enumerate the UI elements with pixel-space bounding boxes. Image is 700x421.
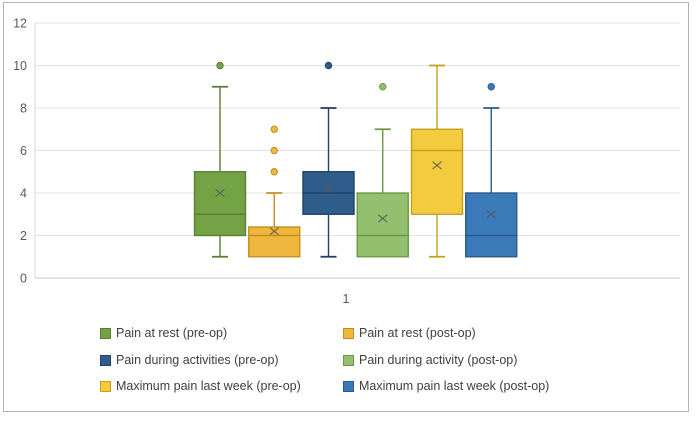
box-series-4[interactable] [356,83,409,258]
legend-label: Pain at rest (pre-op) [116,326,228,340]
mean-marker [215,188,225,198]
legend-swatch-icon [100,354,111,366]
legend-label: Pain at rest (post-op) [359,326,476,340]
gridlines [35,22,680,279]
outlier-point[interactable] [270,168,278,176]
outlier-point[interactable] [216,61,224,70]
legend-swatch-icon [100,380,111,392]
mean-marker [323,184,334,194]
y-tick-label: 12 [13,17,27,31]
y-tick-label: 10 [13,59,27,73]
outlier-point[interactable] [487,83,495,91]
legend-item[interactable]: Pain during activity (post-op) [343,353,517,367]
box-rect[interactable] [465,192,518,258]
box-series-2[interactable] [248,125,301,258]
legend-swatch-icon [343,380,354,392]
box-rect[interactable] [356,192,409,258]
mean-marker [486,209,497,219]
legend-label: Maximum pain last week (post-op) [359,379,550,393]
legend-label: Pain during activities (pre-op) [116,353,279,367]
legend-item[interactable]: Maximum pain last week (pre-op) [100,379,301,393]
legend-item[interactable]: Pain at rest (pre-op) [100,326,227,340]
legend-swatch-icon [343,327,354,339]
box-rect[interactable] [193,171,247,237]
outlier-point[interactable] [379,83,387,91]
box-series-3[interactable] [302,61,355,258]
y-tick-label: 2 [20,229,27,243]
legend-swatch-icon [100,327,111,339]
mean-marker [377,214,388,223]
legend-swatch-icon [343,354,354,366]
y-tick-label: 6 [20,144,27,158]
legend-item[interactable]: Maximum pain last week (post-op) [343,379,549,393]
box-series-1[interactable] [193,61,247,258]
box-series-5[interactable] [410,64,464,258]
legend-item[interactable]: Pain during activities (pre-op) [100,353,279,367]
y-tick-label: 0 [20,272,27,286]
mean-marker [432,161,442,170]
legend-label: Maximum pain last week (pre-op) [116,379,301,393]
y-tick-label: 4 [20,187,27,201]
box-series-6[interactable] [465,83,518,258]
outlier-point[interactable] [270,125,278,133]
x-category-label: 1 [343,292,350,306]
mean-marker [269,226,280,236]
y-tick-label: 8 [20,102,27,116]
legend-label: Pain during activity (post-op) [359,353,518,367]
outlier-point[interactable] [270,146,278,155]
legend-item[interactable]: Pain at rest (post-op) [343,326,476,340]
box-rect[interactable] [410,128,464,215]
outlier-point[interactable] [324,61,333,70]
